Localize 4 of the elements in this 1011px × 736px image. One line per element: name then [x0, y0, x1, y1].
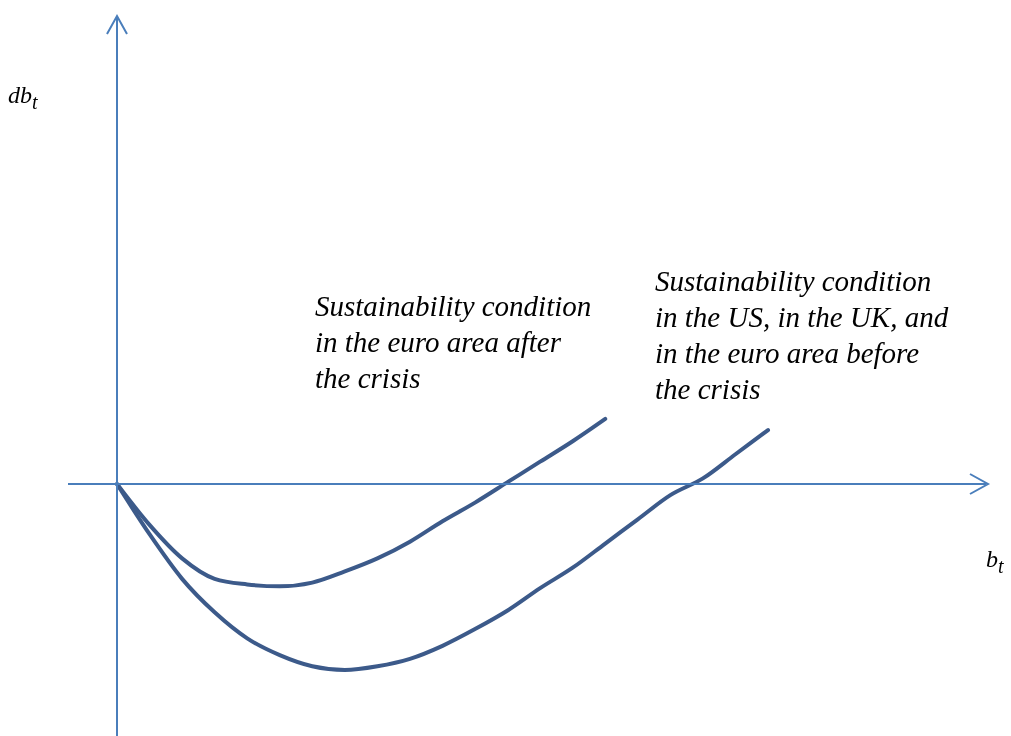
- series-label: Sustainability condition in the euro area after the crisis: [315, 289, 593, 396]
- text: b$_{t}$: [986, 546, 1004, 578]
- text: db$_{t}$: [8, 82, 38, 114]
- text: Sustainability condition in the US, in the UK, and in the euro area before the crisis: [655, 264, 950, 407]
